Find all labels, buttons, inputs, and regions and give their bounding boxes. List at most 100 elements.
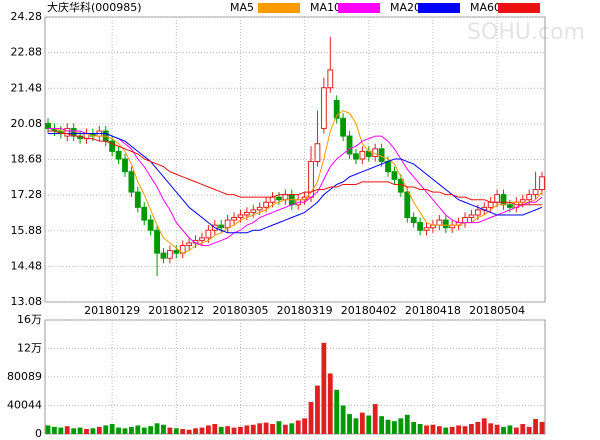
volume-bar — [154, 423, 160, 434]
candle-body — [494, 194, 500, 203]
candle-body — [269, 196, 276, 203]
candle-body — [532, 189, 539, 196]
volume-bar — [128, 426, 134, 434]
volume-bar — [282, 424, 288, 434]
candle-body — [526, 194, 533, 201]
candle-body — [417, 222, 424, 231]
volume-bar — [90, 428, 96, 434]
volume-bar — [244, 425, 250, 434]
volume-bar — [327, 373, 333, 434]
volume-bar — [449, 426, 455, 434]
volume-bar — [366, 415, 372, 434]
volume-bar — [321, 342, 327, 434]
legend-label: MA5 — [230, 1, 254, 14]
candle-body — [231, 217, 237, 221]
volume-bar — [116, 427, 121, 434]
volume-bar — [308, 401, 314, 434]
x-tick-label: 20180305 — [212, 304, 268, 317]
volume-bar — [109, 424, 115, 434]
candle-body — [218, 224, 225, 229]
candle-body — [115, 150, 122, 160]
volume-bar — [193, 428, 198, 434]
candle-body — [378, 148, 385, 163]
y-tick-label: 15.88 — [11, 224, 43, 237]
volume-bar — [334, 389, 340, 434]
candle-body — [237, 214, 244, 219]
candle-body — [256, 206, 263, 211]
candle-body — [391, 171, 398, 180]
candle-body — [109, 140, 116, 152]
volume-tick-label: 12万 — [17, 342, 42, 355]
volume-bar — [347, 414, 352, 434]
volume-bar — [520, 424, 526, 434]
candle-body — [404, 191, 411, 219]
volume-bar — [52, 426, 57, 434]
candle-body — [45, 122, 51, 129]
x-tick-label: 20180418 — [405, 304, 461, 317]
volume-bar — [424, 425, 429, 434]
x-tick-label: 20180319 — [277, 304, 333, 317]
volume-bar — [436, 426, 442, 434]
candle-body — [327, 69, 334, 89]
volume-bar — [77, 427, 83, 434]
volume-bar — [481, 418, 487, 434]
volume-bar — [199, 427, 205, 434]
volume-bar — [430, 424, 436, 434]
volume-bar — [135, 425, 141, 434]
candle-body — [372, 148, 379, 157]
volume-bar — [289, 423, 295, 434]
volume-bar — [359, 412, 365, 434]
volume-bar — [404, 414, 410, 434]
volume-bar — [456, 425, 462, 434]
candle-body — [474, 209, 481, 216]
x-tick-label: 20180504 — [469, 304, 525, 317]
candle-body — [487, 201, 494, 208]
volume-bar — [167, 427, 173, 434]
candle-body — [320, 87, 327, 129]
candle-body — [468, 214, 475, 219]
candle-body — [436, 219, 443, 226]
volume-bar — [398, 418, 404, 434]
y-tick-label: 18.68 — [11, 153, 43, 166]
volume-bar — [71, 428, 77, 434]
volume-bar — [340, 405, 346, 434]
volume-bar — [148, 426, 154, 434]
ma-line — [48, 133, 543, 234]
legend-label: MA10 — [310, 1, 341, 14]
candle-body — [199, 237, 205, 241]
candle-body — [314, 143, 321, 163]
volume-bar — [96, 426, 102, 434]
volume-bar — [64, 426, 70, 434]
volume-bar — [141, 427, 147, 434]
volume-bar — [417, 424, 423, 434]
candle-body — [128, 171, 135, 193]
y-tick-label: 13.08 — [11, 295, 43, 308]
volume-bar — [295, 420, 301, 434]
candle-body — [353, 153, 359, 160]
volume-bar — [526, 426, 532, 434]
candle-body — [173, 250, 180, 254]
volume-bar — [231, 427, 237, 434]
legend-swatch — [258, 3, 300, 13]
candle-body — [154, 229, 160, 254]
candle-body — [205, 229, 212, 239]
volume-bar — [372, 404, 378, 434]
volume-bar — [173, 428, 179, 434]
candle-body — [423, 227, 430, 231]
volume-bar — [443, 427, 449, 434]
candle-body — [64, 127, 71, 137]
volume-bar — [218, 426, 224, 434]
candle-body — [147, 219, 154, 231]
y-tick-label: 24.28 — [11, 10, 43, 23]
volume-bar — [385, 419, 391, 434]
volume-bar — [507, 425, 513, 434]
ma-line — [48, 110, 543, 254]
volume-tick-label: 16万 — [17, 313, 42, 326]
ma-line — [48, 127, 543, 247]
candle-body — [539, 176, 545, 191]
legend-swatch — [418, 3, 460, 13]
volume-bar — [103, 425, 109, 434]
chart-title: 大庆华科(000985) — [47, 0, 142, 14]
candle-body — [507, 204, 513, 208]
y-tick-label: 21.48 — [11, 81, 43, 94]
